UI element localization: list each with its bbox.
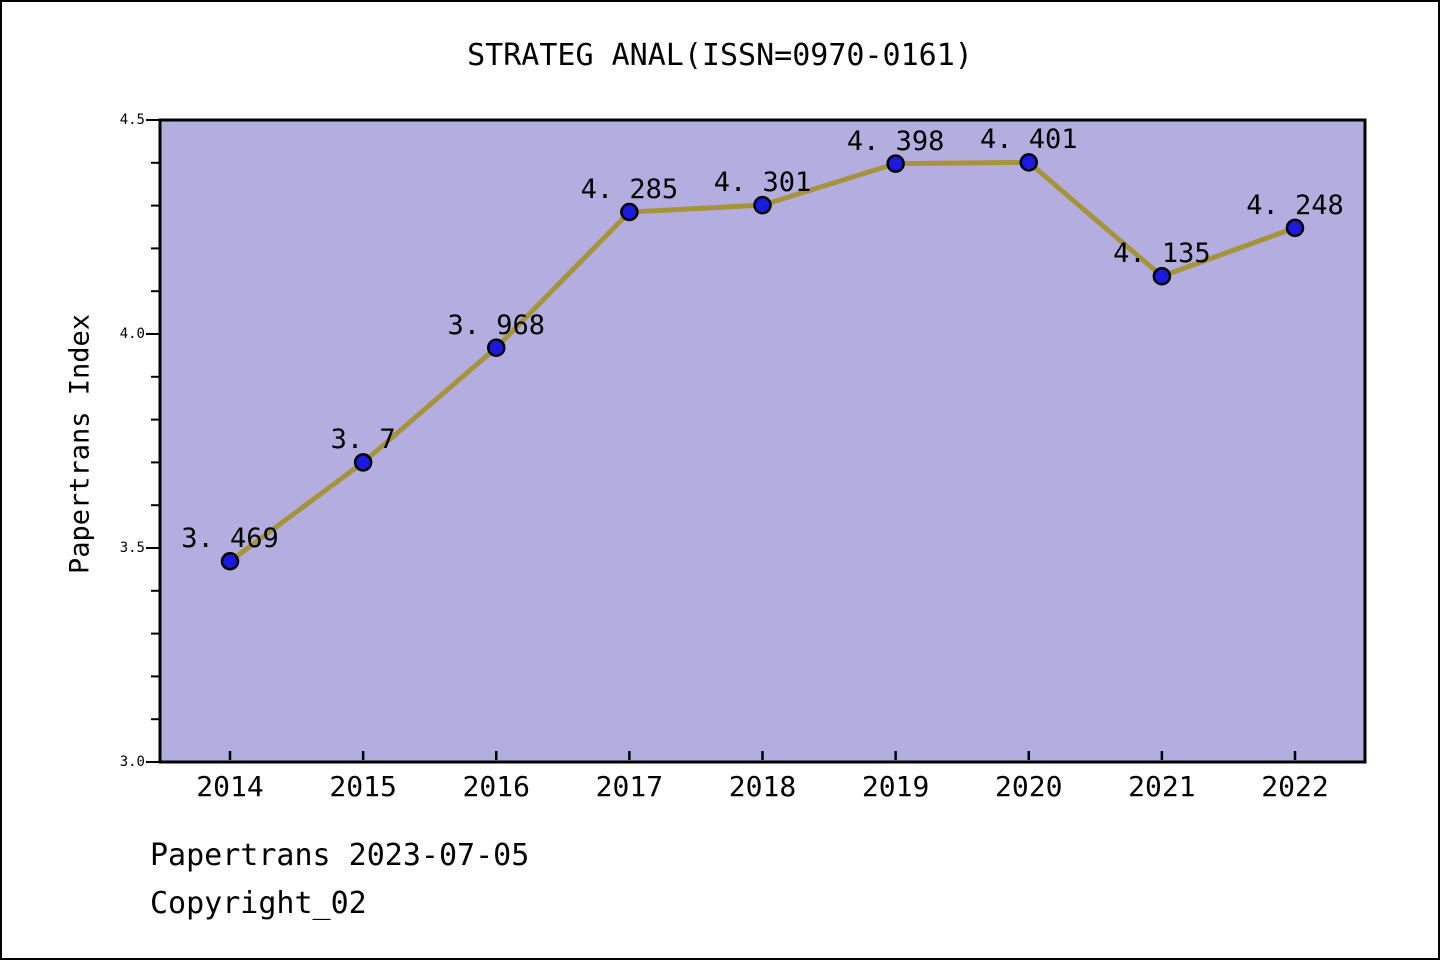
data-point-label: 3. 968 bbox=[447, 309, 546, 341]
x-tick-label: 2015 bbox=[329, 770, 397, 803]
data-point-label: 4. 398 bbox=[846, 125, 945, 157]
data-point-marker bbox=[620, 202, 639, 222]
data-point-label: 3. 7 bbox=[330, 424, 396, 456]
x-tick-label: 2022 bbox=[1261, 770, 1329, 803]
footer-copyright: Copyright_02 bbox=[150, 886, 367, 921]
data-point-marker bbox=[353, 453, 373, 472]
x-tick-label: 2021 bbox=[1128, 770, 1196, 803]
plot-background bbox=[158, 118, 1367, 764]
data-point-marker bbox=[1019, 153, 1038, 172]
data-point-label: 4. 401 bbox=[979, 124, 1078, 156]
data-point-marker bbox=[1285, 218, 1305, 238]
data-point-marker bbox=[886, 154, 905, 173]
footer-watermark: Papertrans 2023-07-05 bbox=[150, 838, 530, 873]
data-point-marker bbox=[487, 338, 506, 357]
data-point-label: 4. 248 bbox=[1246, 189, 1344, 221]
x-tick-label: 2020 bbox=[995, 770, 1063, 803]
x-tick-label: 2018 bbox=[728, 770, 797, 803]
x-tick-label: 2017 bbox=[595, 770, 664, 803]
y-tick-label: 3.0 bbox=[119, 754, 145, 770]
data-point-marker bbox=[753, 195, 772, 215]
data-point-label: 4. 285 bbox=[580, 174, 679, 206]
x-tick-label: 2016 bbox=[462, 770, 530, 803]
data-point-label: 4. 301 bbox=[713, 167, 812, 199]
y-tick-label: 4.5 bbox=[119, 112, 145, 128]
y-tick-label: 3.5 bbox=[119, 540, 145, 556]
chart-title: STRATEG ANAL(ISSN=0970-0161) bbox=[467, 38, 973, 73]
x-tick-label: 2019 bbox=[861, 770, 930, 803]
data-point-marker bbox=[220, 552, 240, 571]
data-point-marker bbox=[1152, 266, 1172, 286]
x-tick-label: 2014 bbox=[196, 770, 264, 803]
y-tick-label: 4.0 bbox=[119, 326, 145, 342]
data-point-label: 4. 135 bbox=[1113, 238, 1211, 270]
data-point-label: 3. 469 bbox=[181, 523, 279, 555]
